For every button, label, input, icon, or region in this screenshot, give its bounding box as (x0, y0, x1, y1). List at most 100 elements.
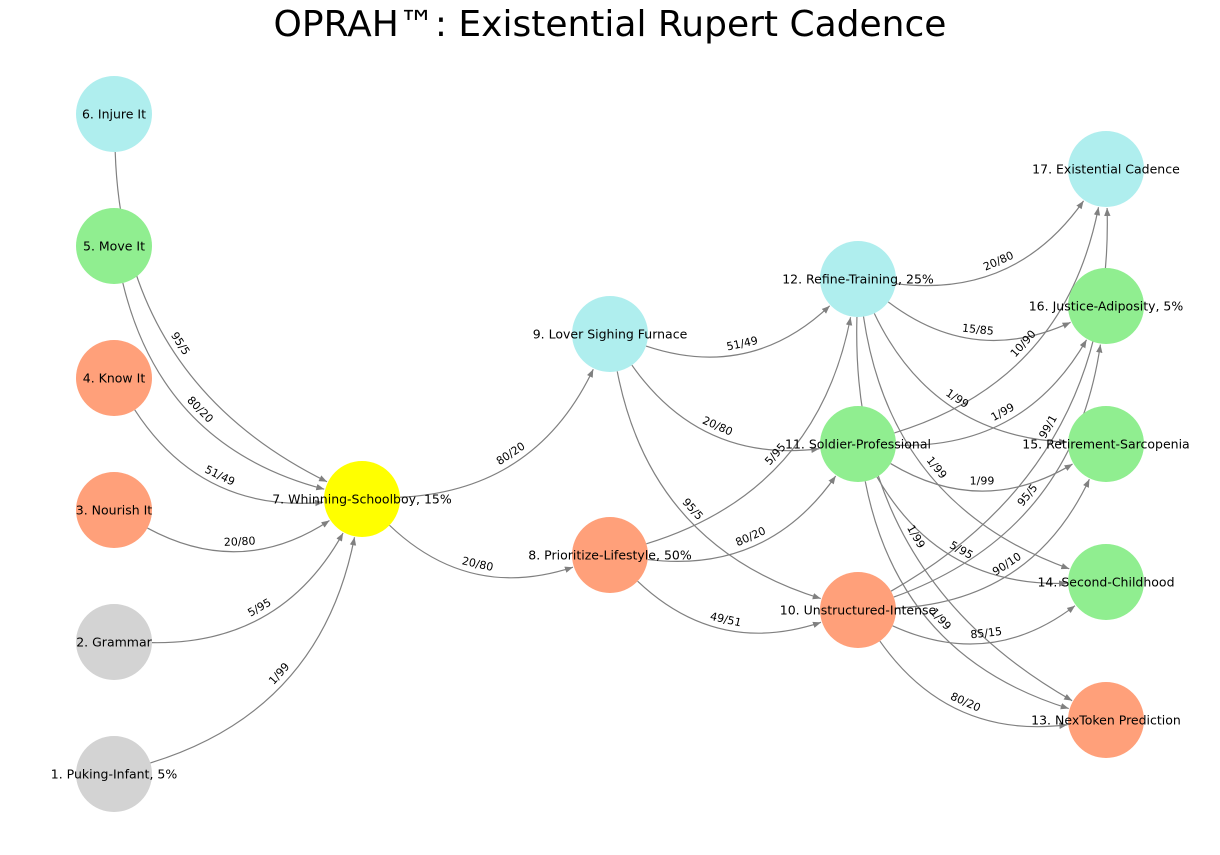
edge-12-15 (873, 313, 1068, 446)
node-label-1: 1. Puking-Infant, 5% (51, 767, 178, 782)
node-circle-6 (76, 76, 152, 152)
edge-label-6-7: 95/5 (168, 330, 192, 358)
edge-10-16 (893, 344, 1103, 598)
edge-6-7 (114, 151, 328, 483)
edge-8-10 (637, 580, 822, 634)
node-label-6: 6. Injure It (82, 107, 146, 122)
node-circle-2 (76, 604, 152, 680)
node-14[interactable]: 14. Second-Childhood (1037, 544, 1175, 620)
node-label-2: 2. Grammar (76, 635, 152, 650)
edge-label-10-14: 85/15 (970, 625, 1003, 641)
edge-12-16 (887, 301, 1071, 342)
edge-label-9-10: 95/5 (680, 496, 706, 523)
edge-label-12-17: 20/80 (981, 249, 1015, 274)
edge-1-7 (150, 537, 357, 764)
edge-10-13 (879, 640, 1068, 729)
node-label-5: 5. Move It (83, 239, 145, 254)
node-circle-14 (1068, 544, 1144, 620)
node-label-15: 15. Retirement-Sarcopenia (1022, 437, 1189, 452)
node-9[interactable]: 9. Lover Sighing Furnace (533, 296, 688, 372)
node-circle-10 (820, 572, 896, 648)
edge-5-7 (122, 282, 325, 491)
edge-label-7-9: 80/20 (494, 440, 528, 468)
edge-label-8-11: 80/20 (734, 524, 768, 549)
node-circle-7 (324, 461, 400, 537)
edge-label-11-15: 1/99 (970, 475, 995, 488)
edge-label-4-7: 51/49 (203, 463, 237, 489)
edge-label-12-13: 1/99 (904, 523, 927, 551)
edge-7-8 (389, 524, 574, 579)
node-15[interactable]: 15. Retirement-Sarcopenia (1022, 406, 1190, 482)
node-circle-3 (76, 472, 152, 548)
node-7[interactable]: 7. Whinning-Schoolboy, 15% (272, 461, 452, 537)
node-11[interactable]: 11. Soldier-Professional (785, 406, 931, 482)
edge-label-3-7: 20/80 (224, 535, 256, 549)
edge-12-14 (862, 316, 1070, 570)
edge-8-12 (646, 317, 853, 545)
edge-12-17 (895, 200, 1085, 287)
edge-10-14 (892, 605, 1076, 645)
node-label-4: 4. Know It (83, 371, 146, 386)
diagram-title: OPRAH™: Existential Rupert Cadence (273, 4, 947, 45)
edge-label-2-7: 5/95 (245, 596, 273, 620)
edge-label-10-13: 80/20 (948, 690, 982, 715)
node-circle-11 (820, 406, 896, 482)
node-5[interactable]: 5. Move It (76, 208, 152, 284)
edge-8-11 (647, 475, 837, 562)
edge-2-7 (151, 532, 344, 644)
node-circle-1 (76, 736, 152, 812)
edge-label-12-16: 15/85 (961, 322, 994, 338)
edge-11-16 (895, 339, 1088, 446)
edge-9-11 (631, 364, 820, 453)
node-circle-12 (820, 241, 896, 317)
edge-label-10-16: 95/5 (1015, 482, 1041, 509)
edge-11-14 (876, 476, 1068, 587)
node-label-11: 11. Soldier-Professional (785, 437, 931, 452)
node-label-13: 13. NexToken Prediction (1031, 713, 1181, 728)
edge-9-10 (616, 371, 821, 600)
node-label-10: 10. Unstructured-Intense (780, 603, 937, 618)
edge-9-12 (645, 305, 831, 358)
node-circle-13 (1068, 682, 1144, 758)
node-label-14: 14. Second-Childhood (1037, 575, 1174, 590)
edge-12-13 (856, 316, 1073, 702)
node-label-17: 17. Existential Cadence (1032, 162, 1180, 177)
edge-label-1-7: 1/99 (266, 660, 292, 687)
edge-11-15 (890, 463, 1073, 492)
node-circle-15 (1068, 406, 1144, 482)
node-circle-9 (572, 296, 648, 372)
node-label-3: 3. Nourish It (76, 503, 153, 518)
node-label-8: 8. Prioritize-Lifestyle, 50% (528, 548, 692, 563)
edge-label-9-11: 20/80 (700, 414, 734, 439)
node-circle-4 (76, 340, 152, 416)
node-circle-5 (76, 208, 152, 284)
node-circle-8 (572, 517, 648, 593)
edge-4-7 (134, 409, 324, 507)
node-10[interactable]: 10. Unstructured-Intense (780, 572, 937, 648)
node-4[interactable]: 4. Know It (76, 340, 152, 416)
node-circle-17 (1068, 131, 1144, 207)
node-1[interactable]: 1. Puking-Infant, 5% (51, 736, 178, 812)
edge-label-11-17: 10/90 (1008, 328, 1039, 360)
edge-layer (114, 151, 1111, 764)
edge-10-15 (895, 479, 1090, 609)
node-17[interactable]: 17. Existential Cadence (1032, 131, 1180, 207)
edge-label-12-14: 1/99 (924, 454, 950, 481)
node-16[interactable]: 16. Justice-Adiposity, 5% (1029, 268, 1184, 344)
node-6[interactable]: 6. Injure It (76, 76, 152, 152)
node-layer: 1. Puking-Infant, 5% 2. Grammar 3. Nourish… (51, 76, 1190, 812)
edge-label-11-16: 1/99 (989, 401, 1017, 424)
node-2[interactable]: 2. Grammar (76, 604, 153, 680)
edge-3-7 (147, 520, 330, 553)
node-label-9: 9. Lover Sighing Furnace (533, 327, 688, 342)
node-circle-16 (1068, 268, 1144, 344)
edge-label-10-15: 90/10 (990, 550, 1024, 578)
node-3[interactable]: 3. Nourish It (76, 472, 153, 548)
node-12[interactable]: 12. Refine-Training, 25% (782, 241, 934, 317)
node-13[interactable]: 13. NexToken Prediction (1031, 682, 1181, 758)
node-8[interactable]: 8. Prioritize-Lifestyle, 50% (528, 517, 692, 593)
edge-7-9 (399, 368, 594, 498)
edge-11-13 (864, 481, 1069, 710)
edge-11-17 (894, 207, 1101, 434)
